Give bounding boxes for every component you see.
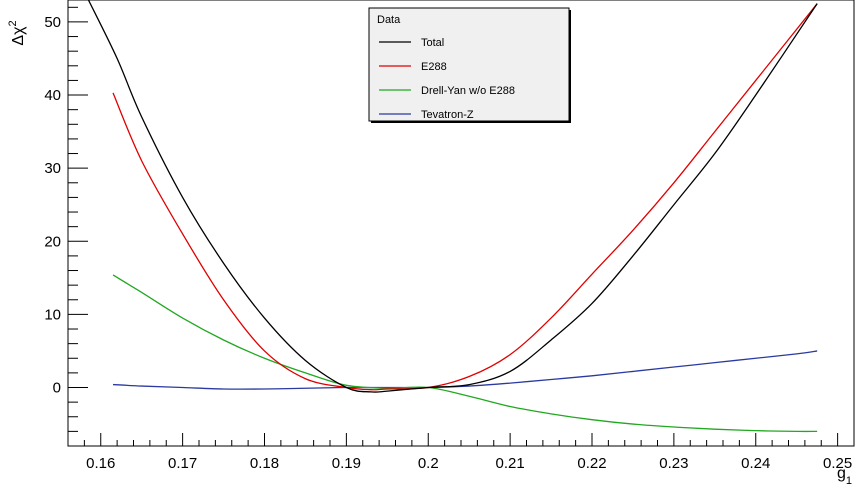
x-tick-label: 0.23 bbox=[659, 455, 688, 472]
x-tick-label: 0.17 bbox=[168, 455, 197, 472]
y-axis-label: Δχ2 bbox=[7, 20, 27, 45]
legend: Data Total E288 Drell-Yan w/o E288 Tevatron-… bbox=[368, 7, 571, 123]
x-tick-label: 0.16 bbox=[86, 455, 115, 472]
x-axis-label: g1 bbox=[837, 465, 852, 487]
x-tick-label: 0.25 bbox=[823, 455, 852, 472]
legend-entry: Tevatron-Z bbox=[421, 109, 474, 121]
legend-entry: Total bbox=[421, 37, 444, 49]
series-line-tevatron-z bbox=[112, 350, 818, 390]
series-group bbox=[87, 0, 818, 433]
axis-labels: Δχ2 g1 bbox=[7, 20, 852, 487]
x-tick-label: 0.24 bbox=[741, 455, 770, 472]
y-tick-label: 40 bbox=[44, 87, 61, 104]
x-tick-label: 0.2 bbox=[418, 455, 439, 472]
x-tick-label: 0.22 bbox=[577, 455, 606, 472]
series-line-drell-yan-w-o-e288 bbox=[112, 274, 818, 433]
legend-entry: Drell-Yan w/o E288 bbox=[421, 85, 515, 97]
axes-group: 0.16 0.17 0.18 0.19 0.2 0.21 0.22 0.23 0.24 0.25 0… bbox=[44, 6, 855, 472]
plot-frame bbox=[67, 0, 855, 447]
legend-box bbox=[368, 7, 570, 122]
y-tick-label: 50 bbox=[44, 14, 61, 31]
legend-entry: E288 bbox=[421, 61, 447, 73]
y-tick-label: 0 bbox=[53, 380, 61, 397]
x-tick-label: 0.18 bbox=[250, 455, 279, 472]
y-tick-label: 10 bbox=[44, 306, 61, 323]
series-line-total bbox=[87, 0, 818, 393]
y-tick-label: 30 bbox=[44, 160, 61, 177]
x-tick-label: 0.21 bbox=[496, 455, 525, 472]
y-tick-label: 20 bbox=[44, 233, 61, 250]
x-tick-label: 0.19 bbox=[332, 455, 361, 472]
legend-title: Data bbox=[377, 14, 401, 26]
